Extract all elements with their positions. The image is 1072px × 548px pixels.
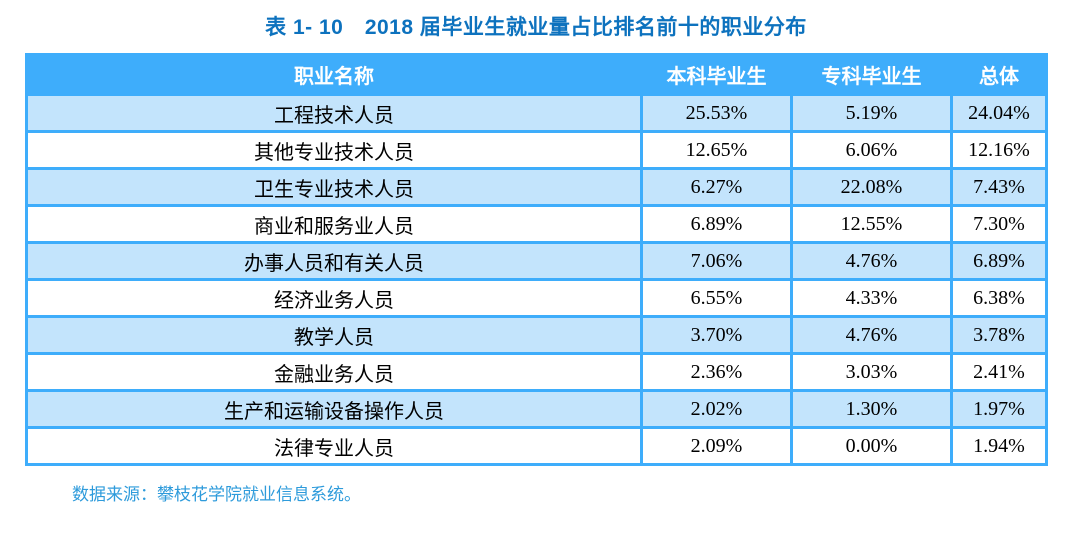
table-row: 卫生专业技术人员 6.27% 22.08% 7.43% [25,167,1048,207]
undergraduate-value-cell: 6.55% [640,278,793,318]
table-header-row: 职业名称 本科毕业生 专科毕业生 总体 [25,53,1048,96]
junior-college-value-cell: 4.76% [790,241,953,281]
table-title: 表 1- 10 2018 届毕业生就业量占比排名前十的职业分布 [265,16,807,39]
column-header-overall: 总体 [950,53,1048,96]
junior-college-value-cell: 6.06% [790,130,953,170]
table-row: 教学人员 3.70% 4.76% 3.78% [25,315,1048,355]
overall-value-cell: 3.78% [950,315,1048,355]
table-row: 生产和运输设备操作人员 2.02% 1.30% 1.97% [25,389,1048,429]
table-row: 商业和服务业人员 6.89% 12.55% 7.30% [25,204,1048,244]
occupation-name-cell: 工程技术人员 [25,93,643,133]
occupation-distribution-table: 职业名称 本科毕业生 专科毕业生 总体 工程技术人员 25.53% 5.19% … [25,53,1048,466]
junior-college-value-cell: 4.76% [790,315,953,355]
occupation-name-cell: 卫生专业技术人员 [25,167,643,207]
column-header-occupation: 职业名称 [25,53,643,96]
table-row: 办事人员和有关人员 7.06% 4.76% 6.89% [25,241,1048,281]
overall-value-cell: 24.04% [950,93,1048,133]
overall-value-cell: 12.16% [950,130,1048,170]
occupation-name-cell: 教学人员 [25,315,643,355]
junior-college-value-cell: 4.33% [790,278,953,318]
occupation-name-cell: 商业和服务业人员 [25,204,643,244]
overall-value-cell: 7.30% [950,204,1048,244]
undergraduate-value-cell: 2.09% [640,426,793,466]
junior-college-value-cell: 12.55% [790,204,953,244]
junior-college-value-cell: 3.03% [790,352,953,392]
table-row: 其他专业技术人员 12.65% 6.06% 12.16% [25,130,1048,170]
undergraduate-value-cell: 6.27% [640,167,793,207]
table-row: 金融业务人员 2.36% 3.03% 2.41% [25,352,1048,392]
table-row: 经济业务人员 6.55% 4.33% 6.38% [25,278,1048,318]
undergraduate-value-cell: 3.70% [640,315,793,355]
undergraduate-value-cell: 6.89% [640,204,793,244]
junior-college-value-cell: 5.19% [790,93,953,133]
undergraduate-value-cell: 2.02% [640,389,793,429]
undergraduate-value-cell: 12.65% [640,130,793,170]
data-source-note: 数据来源：攀枝花学院就业信息系统。 [72,485,361,504]
occupation-name-cell: 生产和运输设备操作人员 [25,389,643,429]
column-header-undergraduate: 本科毕业生 [640,53,793,96]
occupation-name-cell: 其他专业技术人员 [25,130,643,170]
undergraduate-value-cell: 25.53% [640,93,793,133]
occupation-name-cell: 金融业务人员 [25,352,643,392]
junior-college-value-cell: 0.00% [790,426,953,466]
overall-value-cell: 1.94% [950,426,1048,466]
junior-college-value-cell: 22.08% [790,167,953,207]
undergraduate-value-cell: 7.06% [640,241,793,281]
occupation-name-cell: 经济业务人员 [25,278,643,318]
table-row: 工程技术人员 25.53% 5.19% 24.04% [25,93,1048,133]
overall-value-cell: 6.38% [950,278,1048,318]
column-header-junior-college: 专科毕业生 [790,53,953,96]
overall-value-cell: 7.43% [950,167,1048,207]
undergraduate-value-cell: 2.36% [640,352,793,392]
overall-value-cell: 2.41% [950,352,1048,392]
table-row: 法律专业人员 2.09% 0.00% 1.94% [25,426,1048,466]
occupation-name-cell: 法律专业人员 [25,426,643,466]
occupation-name-cell: 办事人员和有关人员 [25,241,643,281]
junior-college-value-cell: 1.30% [790,389,953,429]
overall-value-cell: 1.97% [950,389,1048,429]
overall-value-cell: 6.89% [950,241,1048,281]
